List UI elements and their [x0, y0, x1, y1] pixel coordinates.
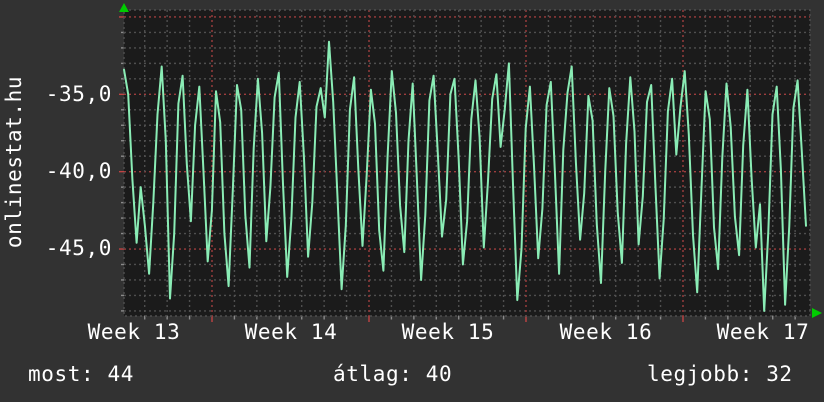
- y-axis-label-45: -45,0: [45, 236, 112, 260]
- x-axis-label-week13: Week 13: [87, 320, 181, 344]
- x-axis-label-week16: Week 16: [559, 320, 653, 344]
- x-axis-label-week14: Week 14: [244, 320, 338, 344]
- x-axis-arrow-icon: [812, 308, 822, 318]
- stat-most: most: 44: [28, 362, 134, 386]
- y-axis-label-40: -40,0: [45, 159, 112, 183]
- stat-atlag: átlag: 40: [333, 362, 453, 386]
- y-axis-label-35: -35,0: [45, 82, 112, 106]
- watermark-text: onlinestat.hu: [2, 75, 26, 249]
- stat-legjobb: legjobb: 32: [647, 362, 793, 386]
- y-axis-arrow-icon: [119, 3, 129, 12]
- x-axis-label-week15: Week 15: [401, 320, 495, 344]
- x-axis-label-week17: Week 17: [716, 320, 810, 344]
